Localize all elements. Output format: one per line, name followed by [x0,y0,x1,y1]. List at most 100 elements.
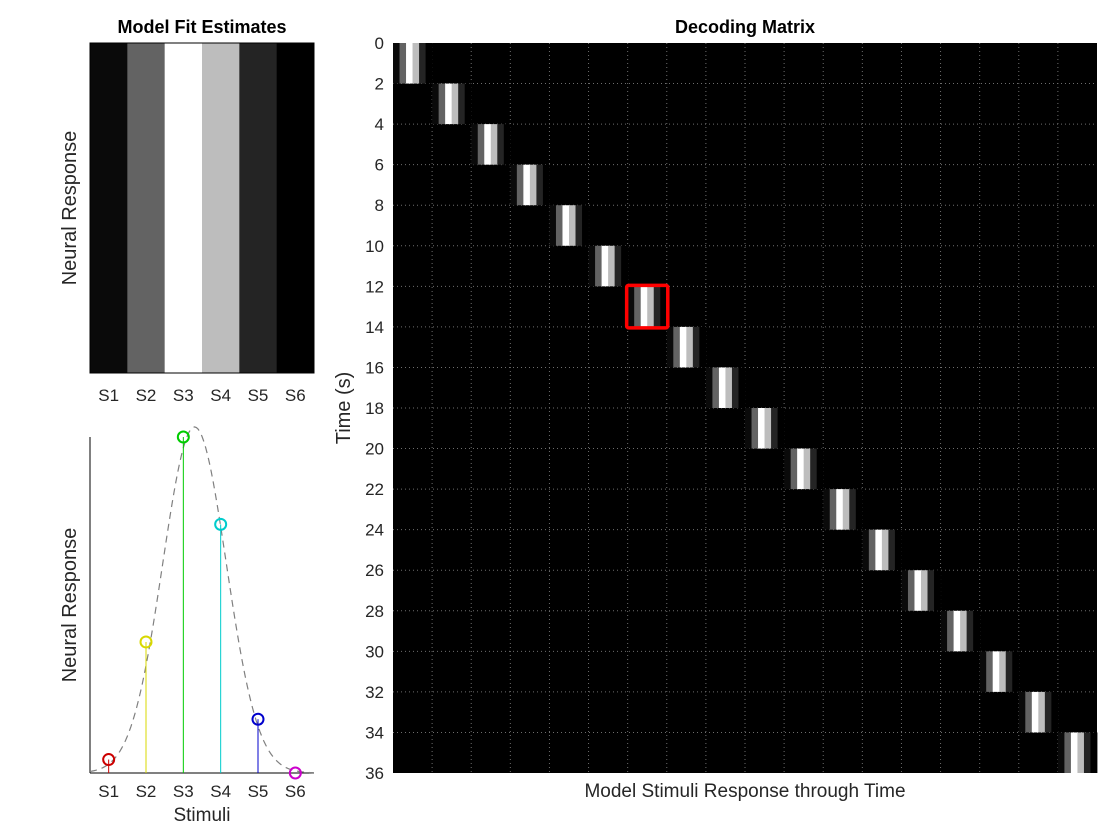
decoding-block-2 [432,83,472,125]
decoding-cell [634,286,642,327]
decoding-cell [1083,732,1091,773]
decoding-cell [393,43,400,84]
decoding-cell [738,367,746,408]
decoding-cell [679,326,687,368]
decoding-cell [555,205,563,246]
decoding-cell [758,408,765,449]
decoding-cell [1031,691,1039,733]
decoding-cell [582,205,589,246]
decoding-cell [836,489,844,530]
decoding-cell [510,164,518,206]
decoding-block-9 [705,367,746,408]
decoding-cell [653,286,661,327]
decoding-cell [621,245,629,287]
tuning-curve-panel: S1 S2 S3 S4 S5 S6 Stimuli Neural Response [59,426,315,826]
model-fit-cell-s2 [127,43,166,373]
tuning-marker-s4 [214,517,228,531]
decoding-cell [686,326,694,368]
decoding-cell [595,245,602,287]
decoding-cell [992,651,1000,692]
decoding-block-17 [1018,691,1059,733]
decoding-cell [1018,691,1026,733]
decoding-y-tick-8: 8 [375,196,384,215]
decoding-cell [1057,732,1065,773]
decoding-cell [490,124,498,165]
decoding-y-label: Time (s) [333,372,355,445]
decoding-cell [751,408,759,449]
tuning-tick-s4: S4 [210,782,231,801]
model-fit-tick-s5: S5 [248,386,269,405]
decoding-panel: Decoding Matrix 024681012141618202224262… [333,17,1098,802]
decoding-cell [477,124,485,165]
decoding-y-tick-28: 28 [365,602,384,621]
decoding-cell [406,43,413,84]
decoding-cell [419,43,426,84]
decoding-cell [601,245,609,287]
decoding-cell [562,205,570,246]
model-fit-cell-s4 [202,43,240,373]
decoding-cell [927,570,935,611]
decoding-cell [464,83,472,125]
decoding-cell [921,570,928,611]
decoding-cell [536,164,544,206]
decoding-cell [588,245,596,287]
decoding-cell [810,448,818,490]
tuning-marker-s6 [288,766,302,780]
decoding-cell [523,164,531,206]
decoding-cell [803,448,811,490]
decoding-cell [868,529,876,571]
decoding-y-tick-2: 2 [375,75,384,94]
tuning-marker-s5 [251,712,265,726]
decoding-cell [575,205,583,246]
decoding-cell [445,83,453,125]
decoding-cell [777,408,785,449]
tuning-marker-s2 [139,635,153,649]
tuning-tick-s5: S5 [248,782,269,801]
decoding-y-tick-10: 10 [365,237,384,256]
decoding-cell [907,570,915,611]
decoding-block-7 [627,286,668,327]
decoding-cell [1064,732,1072,773]
decoding-cell [1038,691,1046,733]
decoding-cell [569,205,576,246]
model-fit-frame [89,42,315,374]
decoding-cell [542,164,550,206]
model-fit-panel: Model Fit Estimates S1 S2 S3 S4 S5 S6 Neural … [59,17,315,405]
decoding-cell [432,83,440,125]
decoding-block-6 [588,245,629,287]
tuning-tick-s2: S2 [136,782,157,801]
decoding-cell [979,651,987,692]
decoding-cell [1090,732,1098,773]
decoding-cell [940,610,948,652]
model-fit-cell-s6 [276,43,315,373]
decoding-cell [816,448,824,490]
decoding-blocks [393,43,1098,773]
tuning-marker-s1 [102,753,116,767]
decoding-block-14 [901,570,941,611]
decoding-cell [1044,691,1052,733]
decoding-y-tick-12: 12 [365,277,384,296]
decoding-cell [484,124,492,165]
decoding-cell [823,489,831,530]
decoding-cell [855,489,863,530]
decoding-cell [666,326,674,368]
decoding-y-tick-36: 36 [365,764,384,783]
decoding-cell [1051,691,1059,733]
model-fit-tick-s3: S3 [173,386,194,405]
decoding-cell [673,326,681,368]
decoding-cell [960,610,968,652]
decoding-y-tick-32: 32 [365,683,384,702]
tuning-stems [108,437,259,773]
decoding-cell [797,448,805,490]
decoding-y-tick-18: 18 [365,399,384,418]
decoding-title: Decoding Matrix [675,17,815,37]
decoding-cell [862,529,870,571]
decoding-cell [699,326,707,368]
decoding-cell [901,570,909,611]
decoding-cell [764,408,772,449]
decoding-cell [947,610,954,652]
tuning-markers [102,430,302,780]
decoding-y-tick-14: 14 [365,318,384,337]
decoding-cell [888,529,896,571]
